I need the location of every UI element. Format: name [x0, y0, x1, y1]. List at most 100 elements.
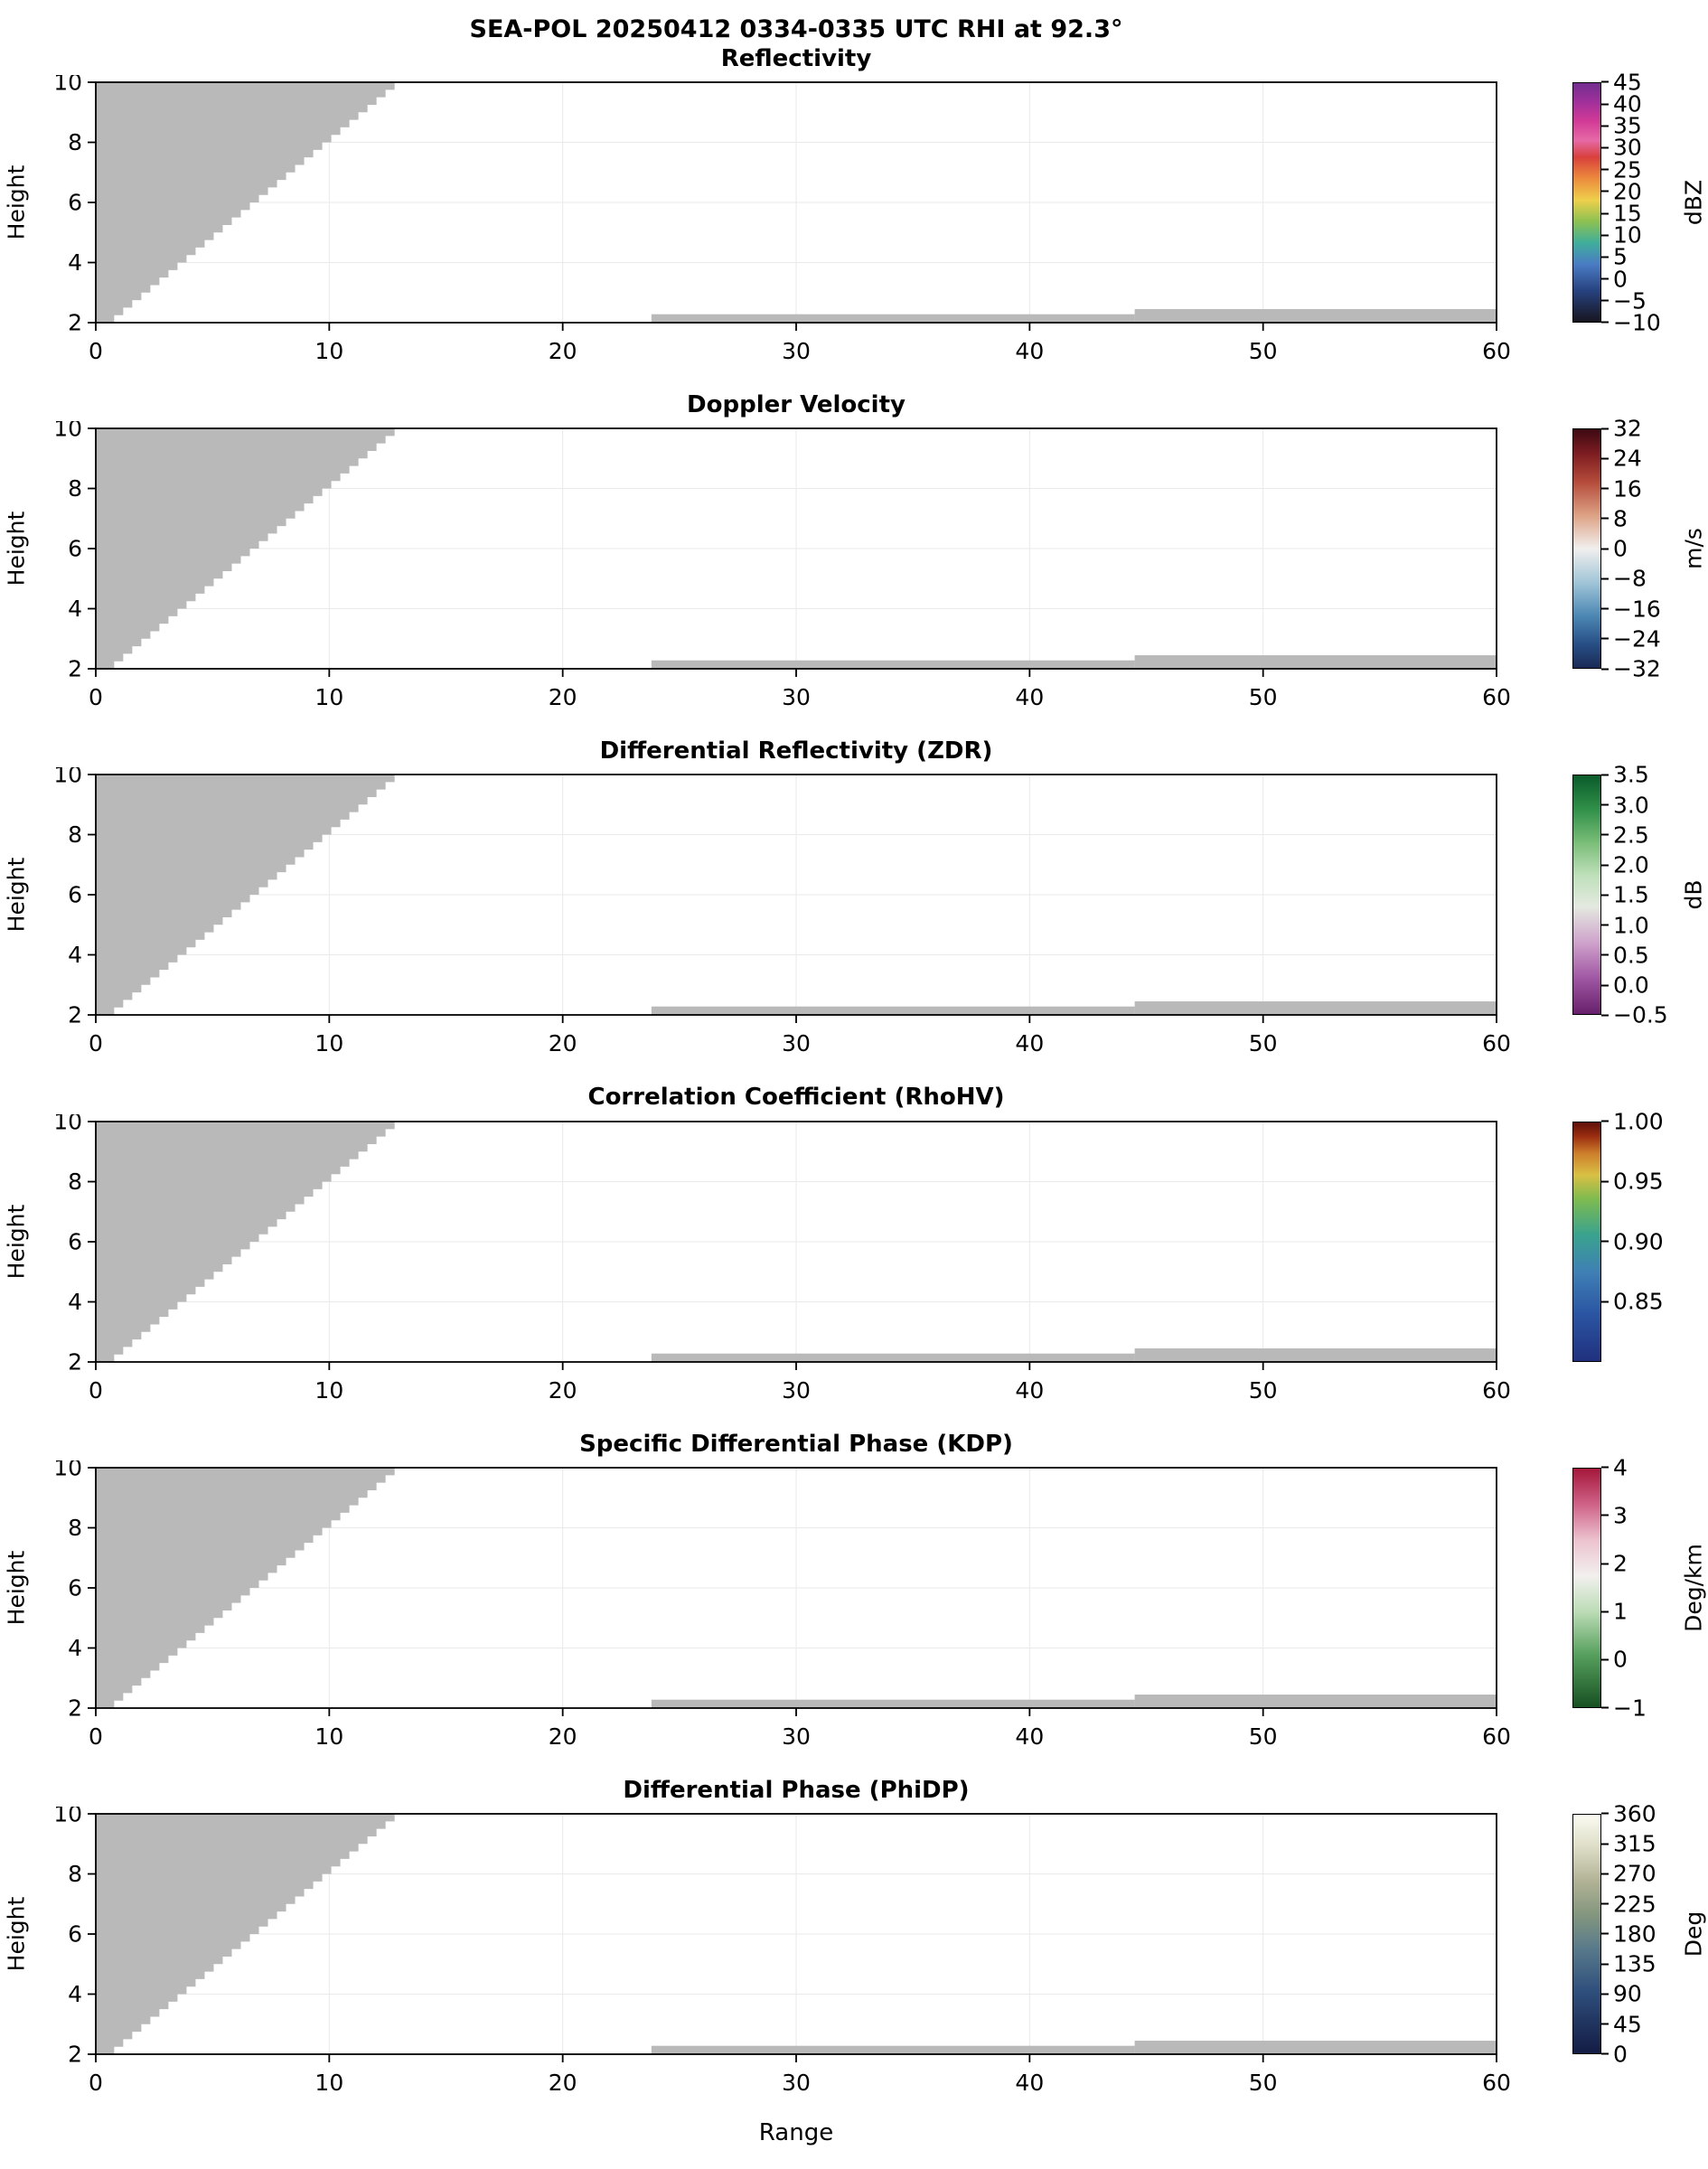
colorbar-tick: 225 — [1601, 1891, 1656, 1917]
svg-text:20: 20 — [549, 2070, 577, 2096]
colorbar-unit-label: dBZ — [1680, 179, 1707, 226]
colorbar-tick-mark — [1601, 1563, 1609, 1565]
panel-reflectivity: Reflectivity Height 0 10 20 30 40 50 60 2 4 6 8 10 … — [0, 45, 1708, 366]
colorbar-tick: 3 — [1601, 1502, 1628, 1528]
colorbar-tick-mark — [1601, 1873, 1609, 1875]
colorbar-tick: 32 — [1601, 416, 1642, 442]
colorbar-tick: 10 — [1601, 222, 1642, 249]
colorbar-tick-mark — [1601, 212, 1609, 215]
colorbar-tick-label: 15 — [1613, 200, 1642, 227]
colorbar-tick-mark — [1601, 517, 1609, 520]
rhi-plot-phidp: 0 10 20 30 40 50 60 2 4 6 8 10 — [53, 1807, 1511, 2096]
colorbar-tick: 15 — [1601, 201, 1642, 227]
svg-text:2: 2 — [68, 309, 82, 335]
svg-text:2: 2 — [68, 1695, 82, 1721]
colorbar-gradient — [1572, 775, 1601, 1016]
colorbar-tick-label: 25 — [1613, 156, 1642, 183]
panel-phidp: Differential Phase (PhiDP) Height 0 10 20 3… — [0, 1777, 1708, 2098]
colorbar-tick-label: 2.5 — [1613, 822, 1649, 849]
colorbar-tick-label: 0.90 — [1613, 1228, 1664, 1254]
colorbar-tick-mark — [1601, 234, 1609, 237]
colorbar-gradient — [1572, 81, 1601, 323]
svg-text:0: 0 — [89, 1377, 103, 1404]
svg-text:50: 50 — [1249, 2070, 1278, 2096]
rhi-plot-velocity: 0 10 20 30 40 50 60 2 4 6 8 10 — [53, 421, 1511, 710]
colorbar-tick-label: 35 — [1613, 112, 1642, 139]
svg-text:0: 0 — [89, 338, 103, 364]
colorbar-tick-mark — [1601, 168, 1609, 171]
colorbar-tick: 0 — [1601, 266, 1628, 292]
colorbar-tick: 270 — [1601, 1861, 1656, 1887]
colorbar-tick-mark — [1601, 103, 1609, 106]
y-axis-label-column: Height — [0, 1807, 33, 2098]
colorbar-tick-label: 1.5 — [1613, 881, 1649, 908]
rhi-plot-rhohv: 0 10 20 30 40 50 60 2 4 6 8 10 — [53, 1114, 1511, 1404]
svg-text:2: 2 — [68, 1348, 82, 1375]
colorbar-tick-mark — [1601, 1120, 1609, 1122]
colorbar-tick-mark — [1601, 803, 1609, 806]
colorbar-tick: 0.85 — [1601, 1289, 1664, 1315]
colorbar-tick: −10 — [1601, 309, 1661, 335]
colorbar-tick-mark — [1601, 80, 1609, 83]
colorbar-tick-label: 0.85 — [1613, 1288, 1664, 1315]
colorbar-tick-label: 5 — [1613, 243, 1628, 270]
x-axis-label: Range — [758, 2118, 834, 2146]
colorbar-tick: 16 — [1601, 475, 1642, 502]
svg-text:0: 0 — [89, 1723, 103, 1750]
y-axis-label: Height — [3, 1550, 30, 1626]
colorbar-tick: 35 — [1601, 113, 1642, 139]
colorbar-tick: −16 — [1601, 596, 1661, 622]
svg-text:30: 30 — [782, 1723, 811, 1750]
svg-text:20: 20 — [549, 1030, 577, 1056]
svg-text:60: 60 — [1482, 684, 1511, 710]
colorbar-tick: 180 — [1601, 1920, 1656, 1947]
colorbar-tick: −32 — [1601, 656, 1661, 682]
colorbar-gradient — [1572, 428, 1601, 670]
svg-text:6: 6 — [68, 1574, 82, 1601]
svg-text:40: 40 — [1015, 1030, 1044, 1056]
svg-text:4: 4 — [68, 1981, 82, 2007]
colorbar-tick-label: 180 — [1613, 1920, 1656, 1948]
colorbar-tick-label: 2 — [1613, 1550, 1628, 1577]
colorbar-tick-mark — [1601, 2023, 1609, 2025]
svg-text:4: 4 — [68, 249, 82, 276]
colorbar-tick-mark — [1601, 1843, 1609, 1845]
colorbar-reflectivity: 45 40 35 30 25 20 15 10 5 0 −5 −10 dBZ — [1560, 69, 1707, 366]
svg-text:0: 0 — [89, 2070, 103, 2096]
colorbar-tick: 0.95 — [1601, 1169, 1664, 1195]
svg-text:8: 8 — [68, 129, 82, 155]
svg-text:10: 10 — [314, 1030, 343, 1056]
svg-text:20: 20 — [549, 684, 577, 710]
panel-title-zdr: Differential Reflectivity (ZDR) — [599, 737, 993, 765]
colorbar-unit-label: dB — [1680, 879, 1707, 910]
svg-text:8: 8 — [68, 1515, 82, 1541]
svg-text:30: 30 — [782, 1030, 811, 1056]
colorbar-tick-mark — [1601, 894, 1609, 897]
colorbar-tick-label: 10 — [1613, 221, 1642, 249]
colorbar-tick-label: −5 — [1613, 287, 1647, 315]
svg-text:8: 8 — [68, 1169, 82, 1195]
colorbar-tick-mark — [1601, 984, 1609, 987]
colorbar-tick-mark — [1601, 190, 1609, 192]
colorbar-tick-mark — [1601, 487, 1609, 490]
colorbar-tick: 20 — [1601, 178, 1642, 204]
svg-text:20: 20 — [549, 338, 577, 364]
svg-text:0: 0 — [89, 684, 103, 710]
svg-text:6: 6 — [68, 882, 82, 908]
y-axis-label-column: Height — [0, 1114, 33, 1405]
colorbar-tick: 24 — [1601, 446, 1642, 472]
svg-text:6: 6 — [68, 1228, 82, 1254]
colorbar-tick: −0.5 — [1601, 1002, 1668, 1028]
colorbar-tick: 0.5 — [1601, 942, 1649, 968]
panel-rhohv: Correlation Coefficient (RhoHV) Height 0… — [0, 1084, 1708, 1404]
panel-title-velocity: Doppler Velocity — [687, 390, 906, 418]
colorbar-tick-label: 0.95 — [1613, 1168, 1664, 1195]
colorbar-tick-label: −8 — [1613, 565, 1647, 592]
colorbar-tick-mark — [1601, 1240, 1609, 1243]
svg-text:20: 20 — [549, 1723, 577, 1750]
colorbar-tick-mark — [1601, 833, 1609, 836]
colorbar-tick-mark — [1601, 1014, 1609, 1017]
colorbar-tick-mark — [1601, 548, 1609, 550]
colorbar-tick-label: 40 — [1613, 90, 1642, 117]
svg-text:60: 60 — [1482, 2070, 1511, 2096]
